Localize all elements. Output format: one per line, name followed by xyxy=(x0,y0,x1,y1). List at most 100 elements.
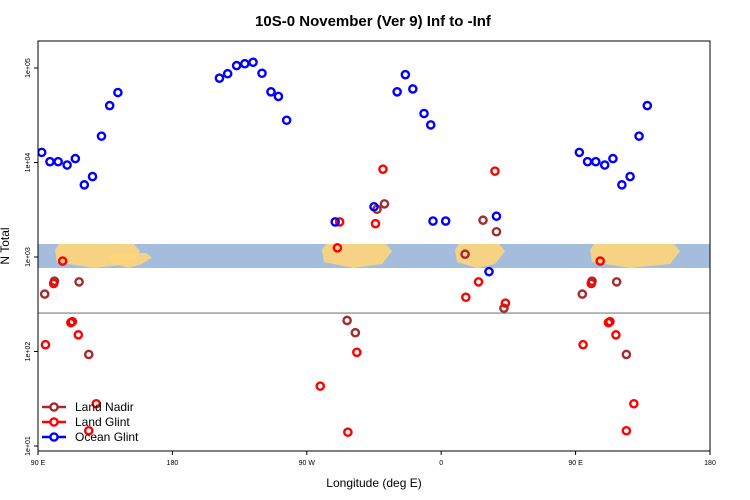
point-land-glint xyxy=(605,316,615,327)
point-ocean-glint xyxy=(70,153,81,164)
map-landmass xyxy=(590,244,680,268)
point-land-nadir xyxy=(39,289,50,299)
point-ocean-glint xyxy=(87,171,98,182)
map-landmass xyxy=(455,244,505,268)
x-tick-label: 90 E xyxy=(568,460,583,467)
y-axis: 1e+01 1e+02 1e+03 1e+04 1e+05 xyxy=(25,58,38,456)
point-land-nadir xyxy=(379,199,390,209)
point-land-nadir xyxy=(577,289,588,299)
point-ocean-glint xyxy=(104,100,115,111)
point-land-glint xyxy=(40,339,51,350)
point-land-nadir xyxy=(491,226,502,237)
point-ocean-glint xyxy=(408,84,418,94)
point-land-glint xyxy=(334,217,345,227)
point-ocean-glint xyxy=(419,108,429,119)
point-land-nadir xyxy=(478,215,488,226)
point-ocean-glint xyxy=(491,211,502,222)
legend-label: Land Glint xyxy=(75,415,130,429)
point-ocean-glint xyxy=(634,131,644,141)
point-land-glint xyxy=(370,218,381,229)
point-ocean-glint xyxy=(440,216,451,226)
point-land-nadir xyxy=(83,349,94,360)
point-land-nadir xyxy=(342,315,352,326)
point-land-glint xyxy=(48,278,59,289)
point-land-nadir xyxy=(74,277,84,287)
x-tick-label: 90 W xyxy=(299,460,316,467)
point-ocean-glint xyxy=(231,60,242,71)
x-axis-label: Longitude (deg E) xyxy=(326,476,421,490)
y-tick-label: 1e+04 xyxy=(25,153,32,173)
x-tick-label: 180 xyxy=(167,460,179,467)
legend-marker xyxy=(49,417,59,427)
legend-label: Land Nadir xyxy=(75,400,134,414)
point-ocean-glint xyxy=(625,171,635,182)
point-land-nadir xyxy=(611,277,622,287)
y-tick-label: 1e+05 xyxy=(25,58,32,78)
point-land-glint xyxy=(343,427,353,437)
point-land-glint xyxy=(586,278,597,289)
point-land-glint xyxy=(73,330,84,340)
point-ocean-glint xyxy=(400,69,411,80)
point-ocean-glint xyxy=(222,68,233,79)
point-land-glint xyxy=(352,347,362,358)
point-ocean-glint xyxy=(214,73,225,83)
point-ocean-glint xyxy=(484,266,494,277)
point-land-glint xyxy=(67,316,78,327)
legend-marker xyxy=(49,402,59,412)
point-land-glint xyxy=(578,339,588,350)
point-ocean-glint xyxy=(590,156,601,167)
point-land-nadir xyxy=(621,349,632,360)
legend-marker xyxy=(49,432,59,442)
point-land-nadir xyxy=(499,303,509,314)
point-ocean-glint xyxy=(330,217,340,227)
y-tick-label: 1e+03 xyxy=(25,247,32,267)
plot-frame xyxy=(37,40,711,452)
point-land-glint xyxy=(611,330,621,340)
chart-title: 10S-0 November (Ver 9) Inf to -Inf xyxy=(255,13,492,30)
point-ocean-glint xyxy=(53,156,63,167)
legend-item-land-glint: Land Glint xyxy=(42,415,130,429)
point-land-glint xyxy=(621,425,632,436)
point-land-glint xyxy=(315,381,326,391)
point-ocean-glint xyxy=(369,201,379,212)
point-ocean-glint xyxy=(281,115,292,126)
point-ocean-glint xyxy=(642,100,653,111)
point-land-glint xyxy=(83,425,94,436)
series-land-nadir xyxy=(39,199,632,360)
point-land-glint xyxy=(629,398,639,409)
x-tick-label: 0 xyxy=(439,460,443,467)
x-tick-label: 90 E xyxy=(31,460,46,467)
point-ocean-glint xyxy=(574,147,585,158)
point-land-glint xyxy=(473,277,484,287)
x-axis: 90 E 180 90 W 0 90 E 180 xyxy=(31,451,716,467)
y-axis-label: N Total xyxy=(0,227,12,264)
point-ocean-glint xyxy=(273,91,284,102)
series-ocean-glint xyxy=(38,57,653,277)
point-ocean-glint xyxy=(257,68,267,79)
data-points xyxy=(38,57,653,437)
world-map-strip xyxy=(38,244,710,268)
point-ocean-glint xyxy=(425,120,436,130)
point-ocean-glint xyxy=(79,180,90,190)
point-land-glint xyxy=(500,298,511,308)
map-landmass xyxy=(108,253,152,268)
point-land-glint xyxy=(91,398,102,409)
point-ocean-glint xyxy=(248,57,258,68)
point-land-nadir xyxy=(460,249,470,260)
point-ocean-glint xyxy=(617,180,627,190)
point-land-glint xyxy=(595,256,606,266)
point-ocean-glint xyxy=(62,160,72,170)
legend-item-ocean-glint: Ocean Glint xyxy=(42,430,139,444)
point-ocean-glint xyxy=(392,86,402,97)
point-ocean-glint xyxy=(428,216,438,226)
y-tick-label: 1e+02 xyxy=(25,342,32,362)
point-land-glint xyxy=(378,164,388,174)
point-ocean-glint xyxy=(96,131,107,141)
point-ocean-glint xyxy=(266,86,276,97)
legend-label: Ocean Glint xyxy=(75,430,139,444)
legend-item-land-nadir: Land Nadir xyxy=(42,400,134,414)
series-land-glint xyxy=(40,164,639,437)
point-land-glint xyxy=(490,166,500,176)
